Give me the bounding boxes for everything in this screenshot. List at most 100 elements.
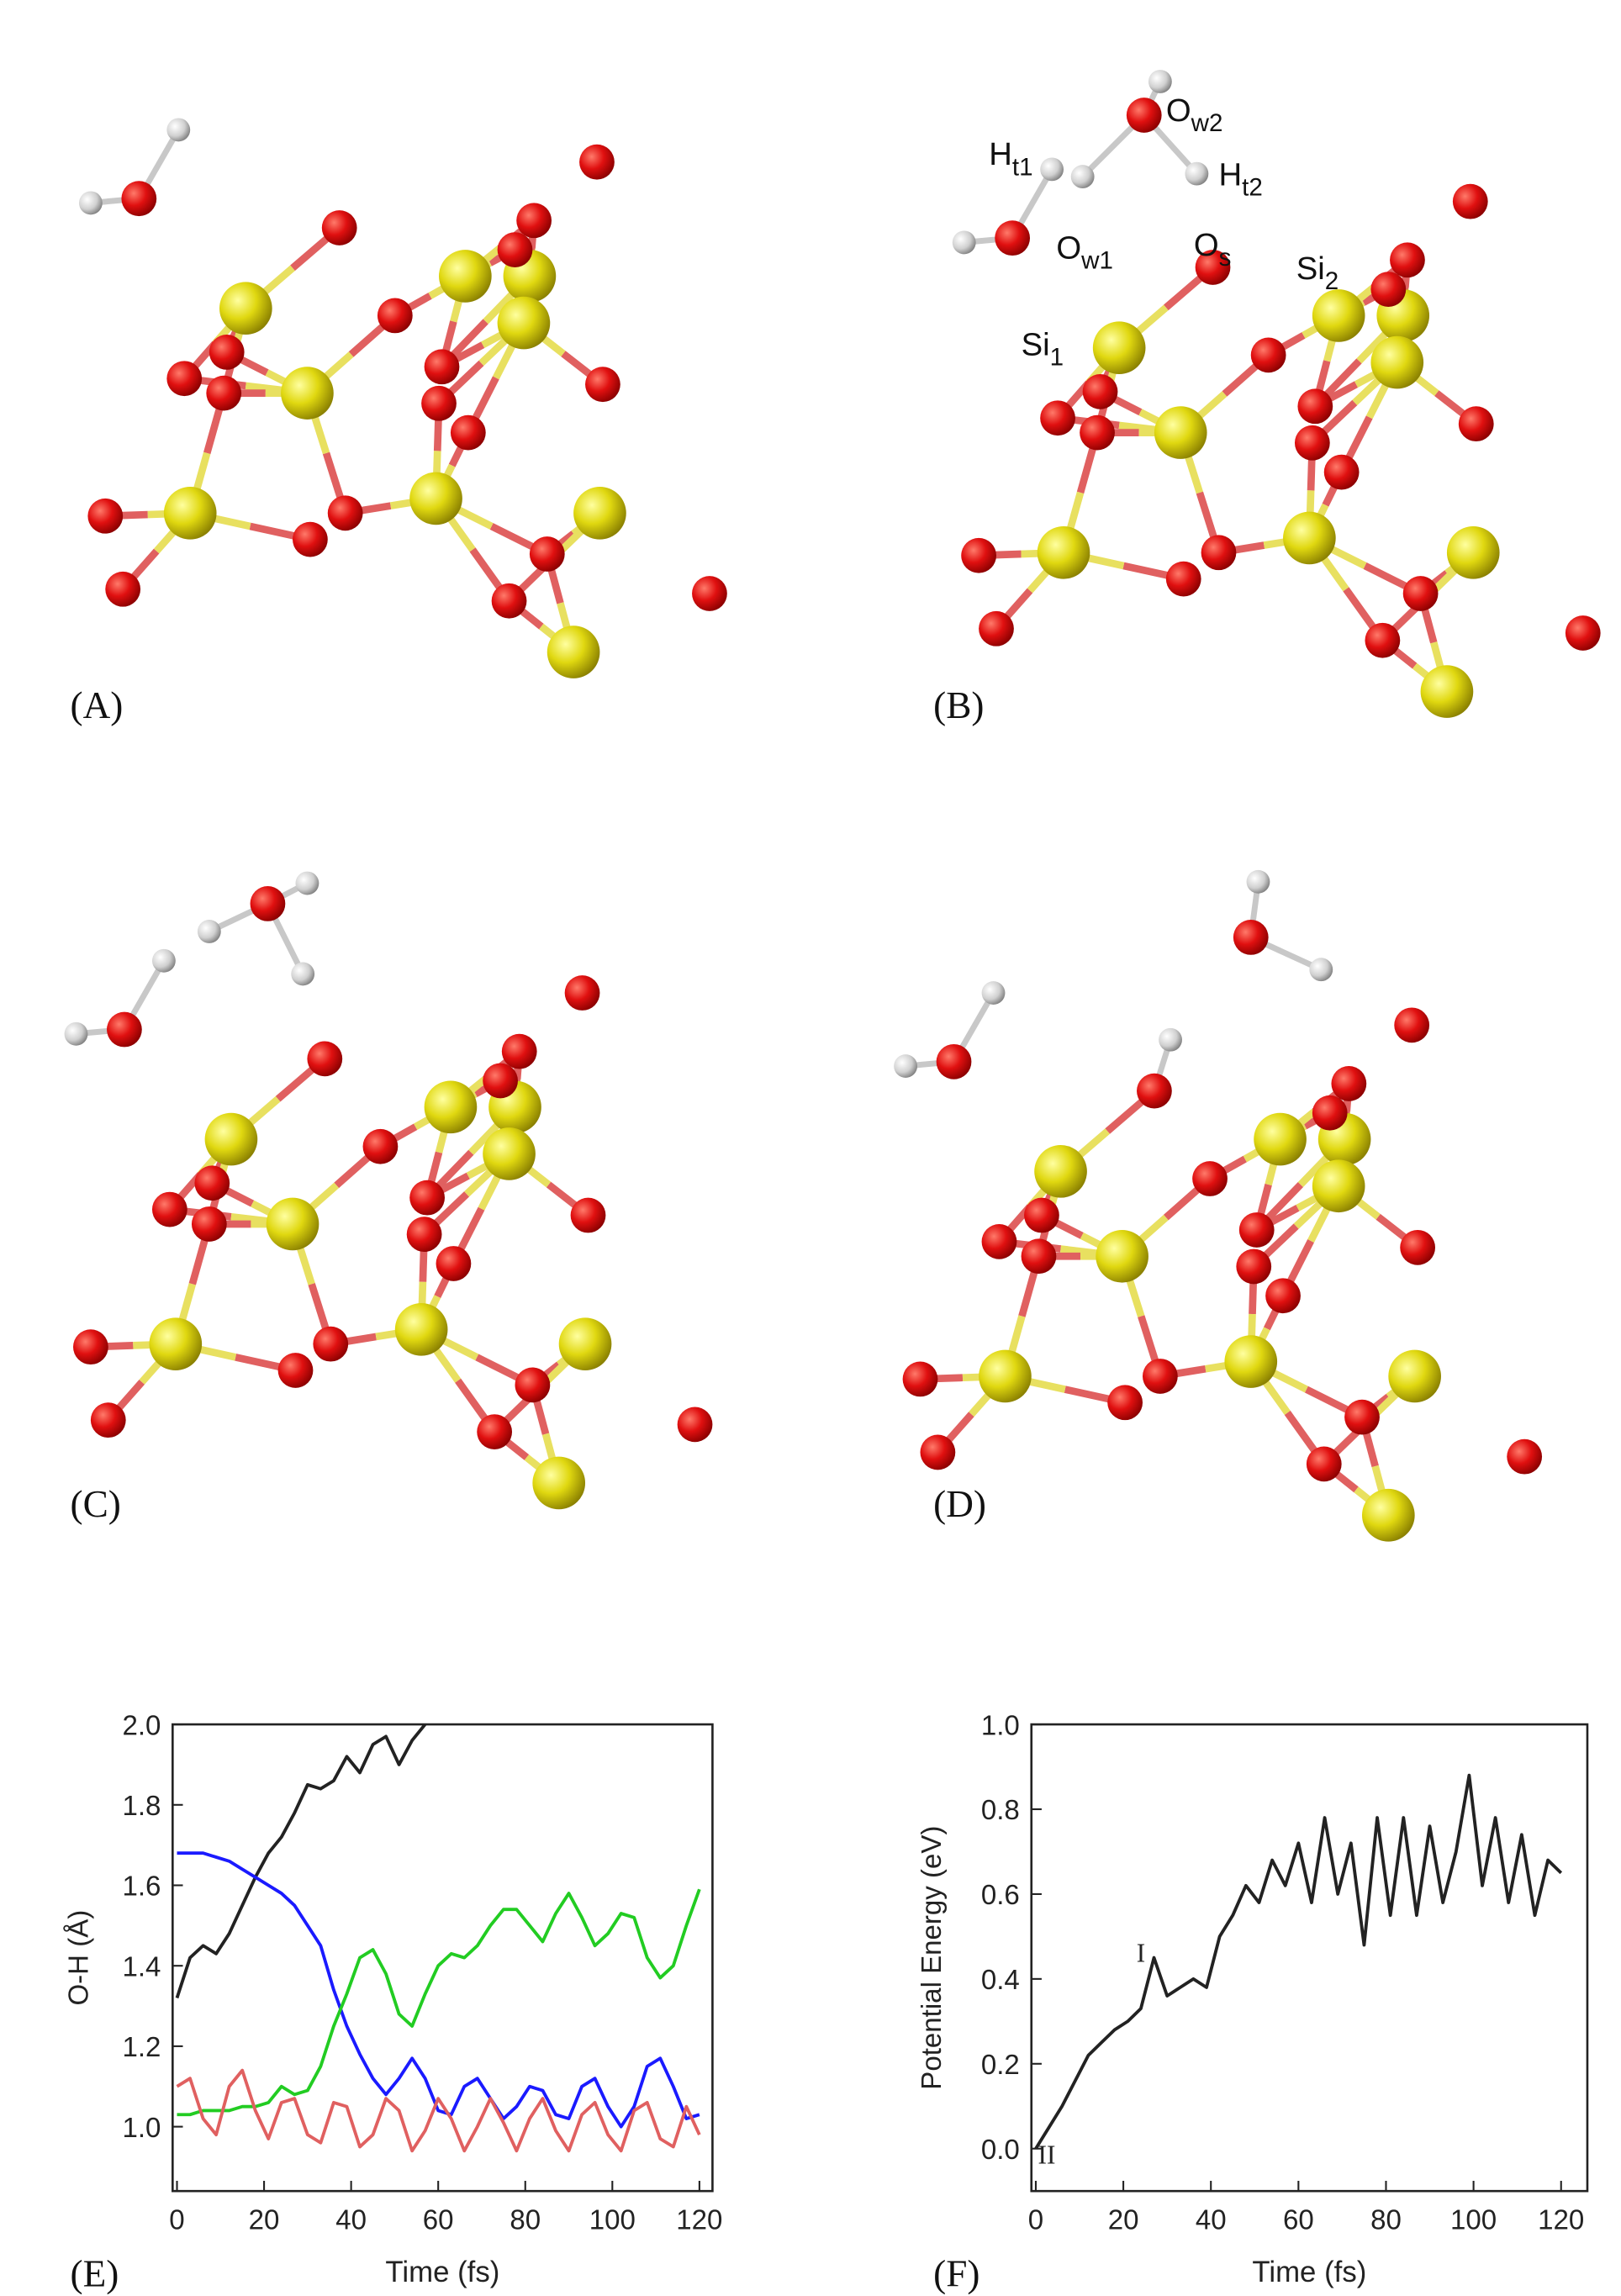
silicon-atom bbox=[219, 282, 272, 335]
silicon-atom bbox=[281, 367, 334, 420]
x-tick-label: 100 bbox=[1450, 2204, 1497, 2235]
oxygen-atom bbox=[73, 1329, 108, 1364]
oxygen-atom bbox=[328, 495, 363, 530]
y-tick-label: 1.2 bbox=[122, 2032, 161, 2063]
atom-label: Ow2 bbox=[1166, 92, 1223, 137]
atom-label: Ht2 bbox=[1218, 157, 1262, 202]
y-tick-label: 1.4 bbox=[122, 1951, 161, 1982]
silicon-atom bbox=[979, 1350, 1032, 1403]
hydrogen-atom bbox=[894, 1054, 917, 1078]
silicon-atom bbox=[439, 250, 492, 303]
molecule bbox=[79, 118, 727, 678]
oxygen-atom bbox=[585, 367, 620, 402]
oxygen-atom bbox=[1239, 1212, 1275, 1248]
hydrogen-atom bbox=[982, 981, 1006, 1005]
oxygen-atom bbox=[1365, 623, 1400, 658]
oxygen-atom bbox=[937, 1044, 972, 1079]
silicon-atom bbox=[1034, 1145, 1087, 1198]
x-tick-label: 0 bbox=[1028, 2204, 1043, 2235]
y-tick-label: 0.6 bbox=[981, 1880, 1020, 1911]
oxygen-atom bbox=[1233, 920, 1269, 955]
molecule bbox=[894, 870, 1542, 1542]
oxygen-atom bbox=[1453, 184, 1488, 219]
oxygen-atom bbox=[152, 1192, 187, 1227]
oxygen-atom bbox=[206, 376, 241, 411]
atom-label: Si2 bbox=[1296, 251, 1339, 295]
atom-subscript: t1 bbox=[1012, 153, 1033, 181]
y-tick-label: 1.0 bbox=[122, 2113, 161, 2144]
hydrogen-atom bbox=[79, 191, 103, 214]
oxygen-atom bbox=[1166, 562, 1201, 597]
silicon-atom bbox=[1421, 665, 1474, 718]
y-tick-label: 1.6 bbox=[122, 1871, 161, 1903]
oxygen-atom bbox=[477, 1414, 512, 1449]
silicon-atom bbox=[547, 625, 600, 678]
hydrogen-atom bbox=[1247, 870, 1270, 894]
oxygen-atom bbox=[1137, 1074, 1172, 1109]
silicon-atom bbox=[559, 1317, 612, 1370]
x-tick-label: 100 bbox=[589, 2204, 636, 2235]
silicon-atom bbox=[1312, 1159, 1365, 1212]
oxygen-atom bbox=[1566, 615, 1601, 651]
oxygen-atom bbox=[409, 1180, 445, 1216]
hydrogen-atom bbox=[1185, 162, 1208, 186]
oxygen-atom bbox=[1324, 455, 1360, 490]
oxygen-atom bbox=[421, 386, 457, 421]
oxygen-atom bbox=[1400, 1230, 1435, 1265]
data-line bbox=[1036, 1776, 1561, 2149]
silicon-atom bbox=[164, 487, 217, 540]
oxygen-atom bbox=[105, 572, 140, 607]
page-body: (A) (B) (C) (D) (E) (F) Ht1 Ow2 Ht2 Ow1 … bbox=[0, 0, 1621, 2296]
atom-subscript: t2 bbox=[1242, 174, 1263, 202]
hydrogen-atom bbox=[1159, 1028, 1182, 1052]
atom-symbol: H bbox=[989, 136, 1012, 172]
y-tick-label: 0.2 bbox=[981, 2050, 1020, 2081]
page: Figure {"panel_labels": ["(A)", "(B)", "… bbox=[0, 0, 1621, 2296]
atom-symbol: H bbox=[1218, 157, 1242, 193]
annotation: II bbox=[1038, 2140, 1056, 2169]
panel-label: (E) bbox=[71, 2252, 119, 2294]
oxygen-atom bbox=[961, 538, 996, 573]
oxygen-atom bbox=[425, 349, 460, 384]
oxygen-atom bbox=[1265, 1278, 1301, 1313]
atom-label: Ow1 bbox=[1056, 230, 1113, 275]
oxygen-atom bbox=[307, 1041, 342, 1076]
x-tick-label: 80 bbox=[510, 2204, 541, 2235]
x-tick-label: 40 bbox=[1196, 2204, 1227, 2235]
plot-area bbox=[177, 1724, 700, 2151]
y-tick-label: 0.0 bbox=[981, 2135, 1020, 2166]
oxygen-atom bbox=[1080, 415, 1115, 451]
oxygen-atom bbox=[502, 1034, 537, 1069]
hydrogen-atom bbox=[295, 872, 319, 895]
oxygen-atom bbox=[166, 361, 202, 396]
molecule bbox=[953, 70, 1601, 718]
atom-label: Ht1 bbox=[989, 136, 1032, 181]
oxygen-atom bbox=[436, 1246, 472, 1281]
oxygen-atom bbox=[407, 1217, 442, 1252]
oxygen-atom bbox=[515, 1368, 551, 1403]
oxygen-atom bbox=[278, 1353, 314, 1388]
silicon-atom bbox=[573, 487, 626, 540]
oxygen-atom bbox=[678, 1407, 713, 1442]
oxygen-atom bbox=[1370, 272, 1406, 307]
oxygen-atom bbox=[995, 220, 1030, 256]
oxygen-atom bbox=[121, 181, 156, 216]
atom-symbol: O bbox=[1194, 227, 1219, 263]
oxygen-atom bbox=[293, 522, 328, 557]
silicon-atom bbox=[1096, 1230, 1148, 1283]
x-tick-label: 60 bbox=[1283, 2204, 1314, 2235]
oxygen-atom bbox=[579, 145, 615, 180]
y-tick-label: 1.0 bbox=[981, 1710, 1020, 1741]
silicon-atom bbox=[1447, 526, 1500, 579]
oxygen-atom bbox=[107, 1012, 142, 1048]
atom-subscript: w2 bbox=[1191, 109, 1223, 137]
oxygen-atom bbox=[194, 1165, 230, 1201]
oxygen-atom bbox=[378, 298, 413, 334]
oxygen-atom bbox=[903, 1362, 938, 1397]
atom-subscript: 1 bbox=[1050, 344, 1064, 372]
silicon-atom bbox=[1224, 1335, 1277, 1388]
oxygen-atom bbox=[1083, 374, 1118, 409]
oxygen-atom bbox=[322, 210, 357, 245]
x-tick-label: 120 bbox=[1538, 2204, 1584, 2235]
